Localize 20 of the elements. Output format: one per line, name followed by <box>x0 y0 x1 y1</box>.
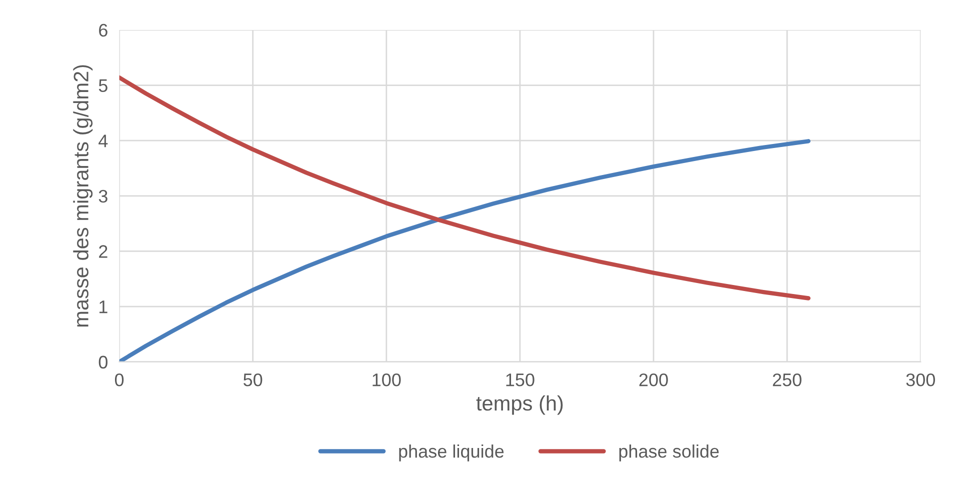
legend-label: phase liquide <box>399 444 504 462</box>
x-tick-label: 150 <box>506 373 534 386</box>
x-tick-label: 100 <box>372 373 401 386</box>
x-tick-label: 50 <box>244 373 262 386</box>
y-axis-title: masse des migrants (g/dm2) <box>73 65 93 327</box>
x-tick-label: 250 <box>772 373 802 386</box>
y-tick-label: 4 <box>98 134 108 148</box>
x-tick-label: 300 <box>906 373 935 386</box>
y-tick-label: 6 <box>99 24 108 37</box>
legend-label: phase solide <box>619 444 719 462</box>
x-tick-label: 200 <box>639 373 668 386</box>
y-tick-label: 2 <box>99 245 108 258</box>
y-tick-label: 1 <box>100 300 108 314</box>
line-series <box>119 75 811 300</box>
y-tick-label: 3 <box>98 190 108 203</box>
y-tick-label: 5 <box>98 79 108 92</box>
x-axis-title: temps (h) <box>476 395 563 415</box>
line-series <box>119 139 811 362</box>
y-tick-label: 0 <box>98 356 108 369</box>
x-tick-label: 0 <box>114 373 124 386</box>
